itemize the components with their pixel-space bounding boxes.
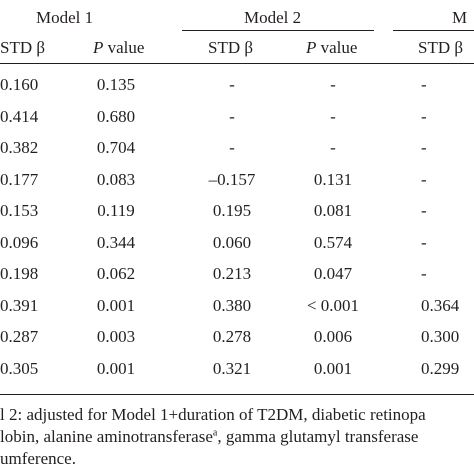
table-cell: 0.062	[96, 264, 136, 283]
group-rule-model2	[182, 30, 374, 31]
table-cell: 0.001	[96, 358, 136, 378]
subheader-p-model2: P value	[306, 38, 358, 57]
table-cell: 0.177	[0, 169, 39, 189]
table-cell: 0.321	[212, 358, 252, 378]
footnote-line-1: l 2: adjusted for Model 1+duration of T2…	[0, 405, 426, 424]
table-cell: 0.198	[0, 264, 39, 283]
table-cell: 0.305	[0, 358, 39, 378]
table-cell: 0.001	[313, 358, 353, 378]
subheader-std-model3: STD β	[418, 38, 464, 57]
group-header-model3: M	[452, 8, 468, 27]
table-cell: < 0.001	[306, 295, 360, 315]
table-cell: 0.380	[212, 295, 252, 315]
table-cell: 0.096	[0, 232, 39, 252]
subheader-std-model2: STD β	[208, 38, 254, 57]
table-cell: 0.195	[212, 201, 252, 220]
table-cell: 0.704	[96, 138, 136, 157]
table-cell: 0.300	[421, 327, 460, 346]
table-cell: 0.001	[96, 295, 136, 315]
group-rule-model3	[393, 30, 474, 31]
table-cell: -	[421, 106, 427, 126]
table-bottom-rule	[0, 394, 474, 395]
table-cell: 0.680	[96, 106, 136, 126]
table-cell: -	[421, 138, 427, 157]
table-cell: -	[330, 75, 336, 94]
table-cell: 0.213	[212, 264, 252, 283]
table-cell: 0.083	[96, 169, 136, 189]
table-cell: -	[229, 75, 235, 94]
table-cell: 0.153	[0, 201, 39, 220]
footnote-line-3: umference.	[0, 449, 76, 468]
table-cell: -	[229, 138, 235, 157]
table-cell: -	[421, 201, 427, 220]
table-cell: -	[421, 264, 427, 283]
table-cell: -	[330, 138, 336, 157]
table-cell: 0.299	[421, 358, 460, 378]
table-cell: -	[421, 232, 427, 252]
table-cell: 0.414	[0, 106, 39, 126]
table-cell: 0.081	[313, 201, 353, 220]
header-bottom-rule	[0, 63, 474, 64]
table-cell: –0.157	[208, 169, 256, 189]
table-footnotes: l 2: adjusted for Model 1+duration of T2…	[0, 404, 426, 470]
group-header-model2: Model 2	[244, 8, 302, 27]
table-cell: 0.047	[313, 264, 353, 283]
table-cell: 0.119	[97, 201, 135, 220]
subheader-std-model1: STD β	[0, 38, 46, 57]
footnote-line-2: lobin, alanine aminotransferasea, gamma …	[0, 427, 419, 446]
table-cell: 0.344	[96, 232, 136, 252]
table-cell: 0.160	[0, 75, 39, 94]
table-cell: 0.574	[313, 232, 353, 252]
table-cell: -	[421, 75, 427, 94]
table-cell: -	[330, 106, 336, 126]
table-cell: 0.278	[212, 327, 252, 346]
subheader-p-model1: P value	[93, 38, 145, 57]
table-cell: 0.060	[212, 232, 252, 252]
table-cell: 0.391	[0, 295, 39, 315]
table-cell: 0.135	[96, 75, 136, 94]
table-cell: 0.131	[313, 169, 353, 189]
table-cell: 0.006	[313, 327, 353, 346]
group-header-model1: Model 1	[36, 8, 94, 27]
table-cell: 0.382	[0, 138, 39, 157]
table-cell: 0.003	[96, 327, 136, 346]
table-cell: -	[421, 169, 427, 189]
table-cell: -	[229, 106, 235, 126]
table-cell: 0.364	[421, 295, 460, 315]
table-cell: 0.287	[0, 327, 39, 346]
